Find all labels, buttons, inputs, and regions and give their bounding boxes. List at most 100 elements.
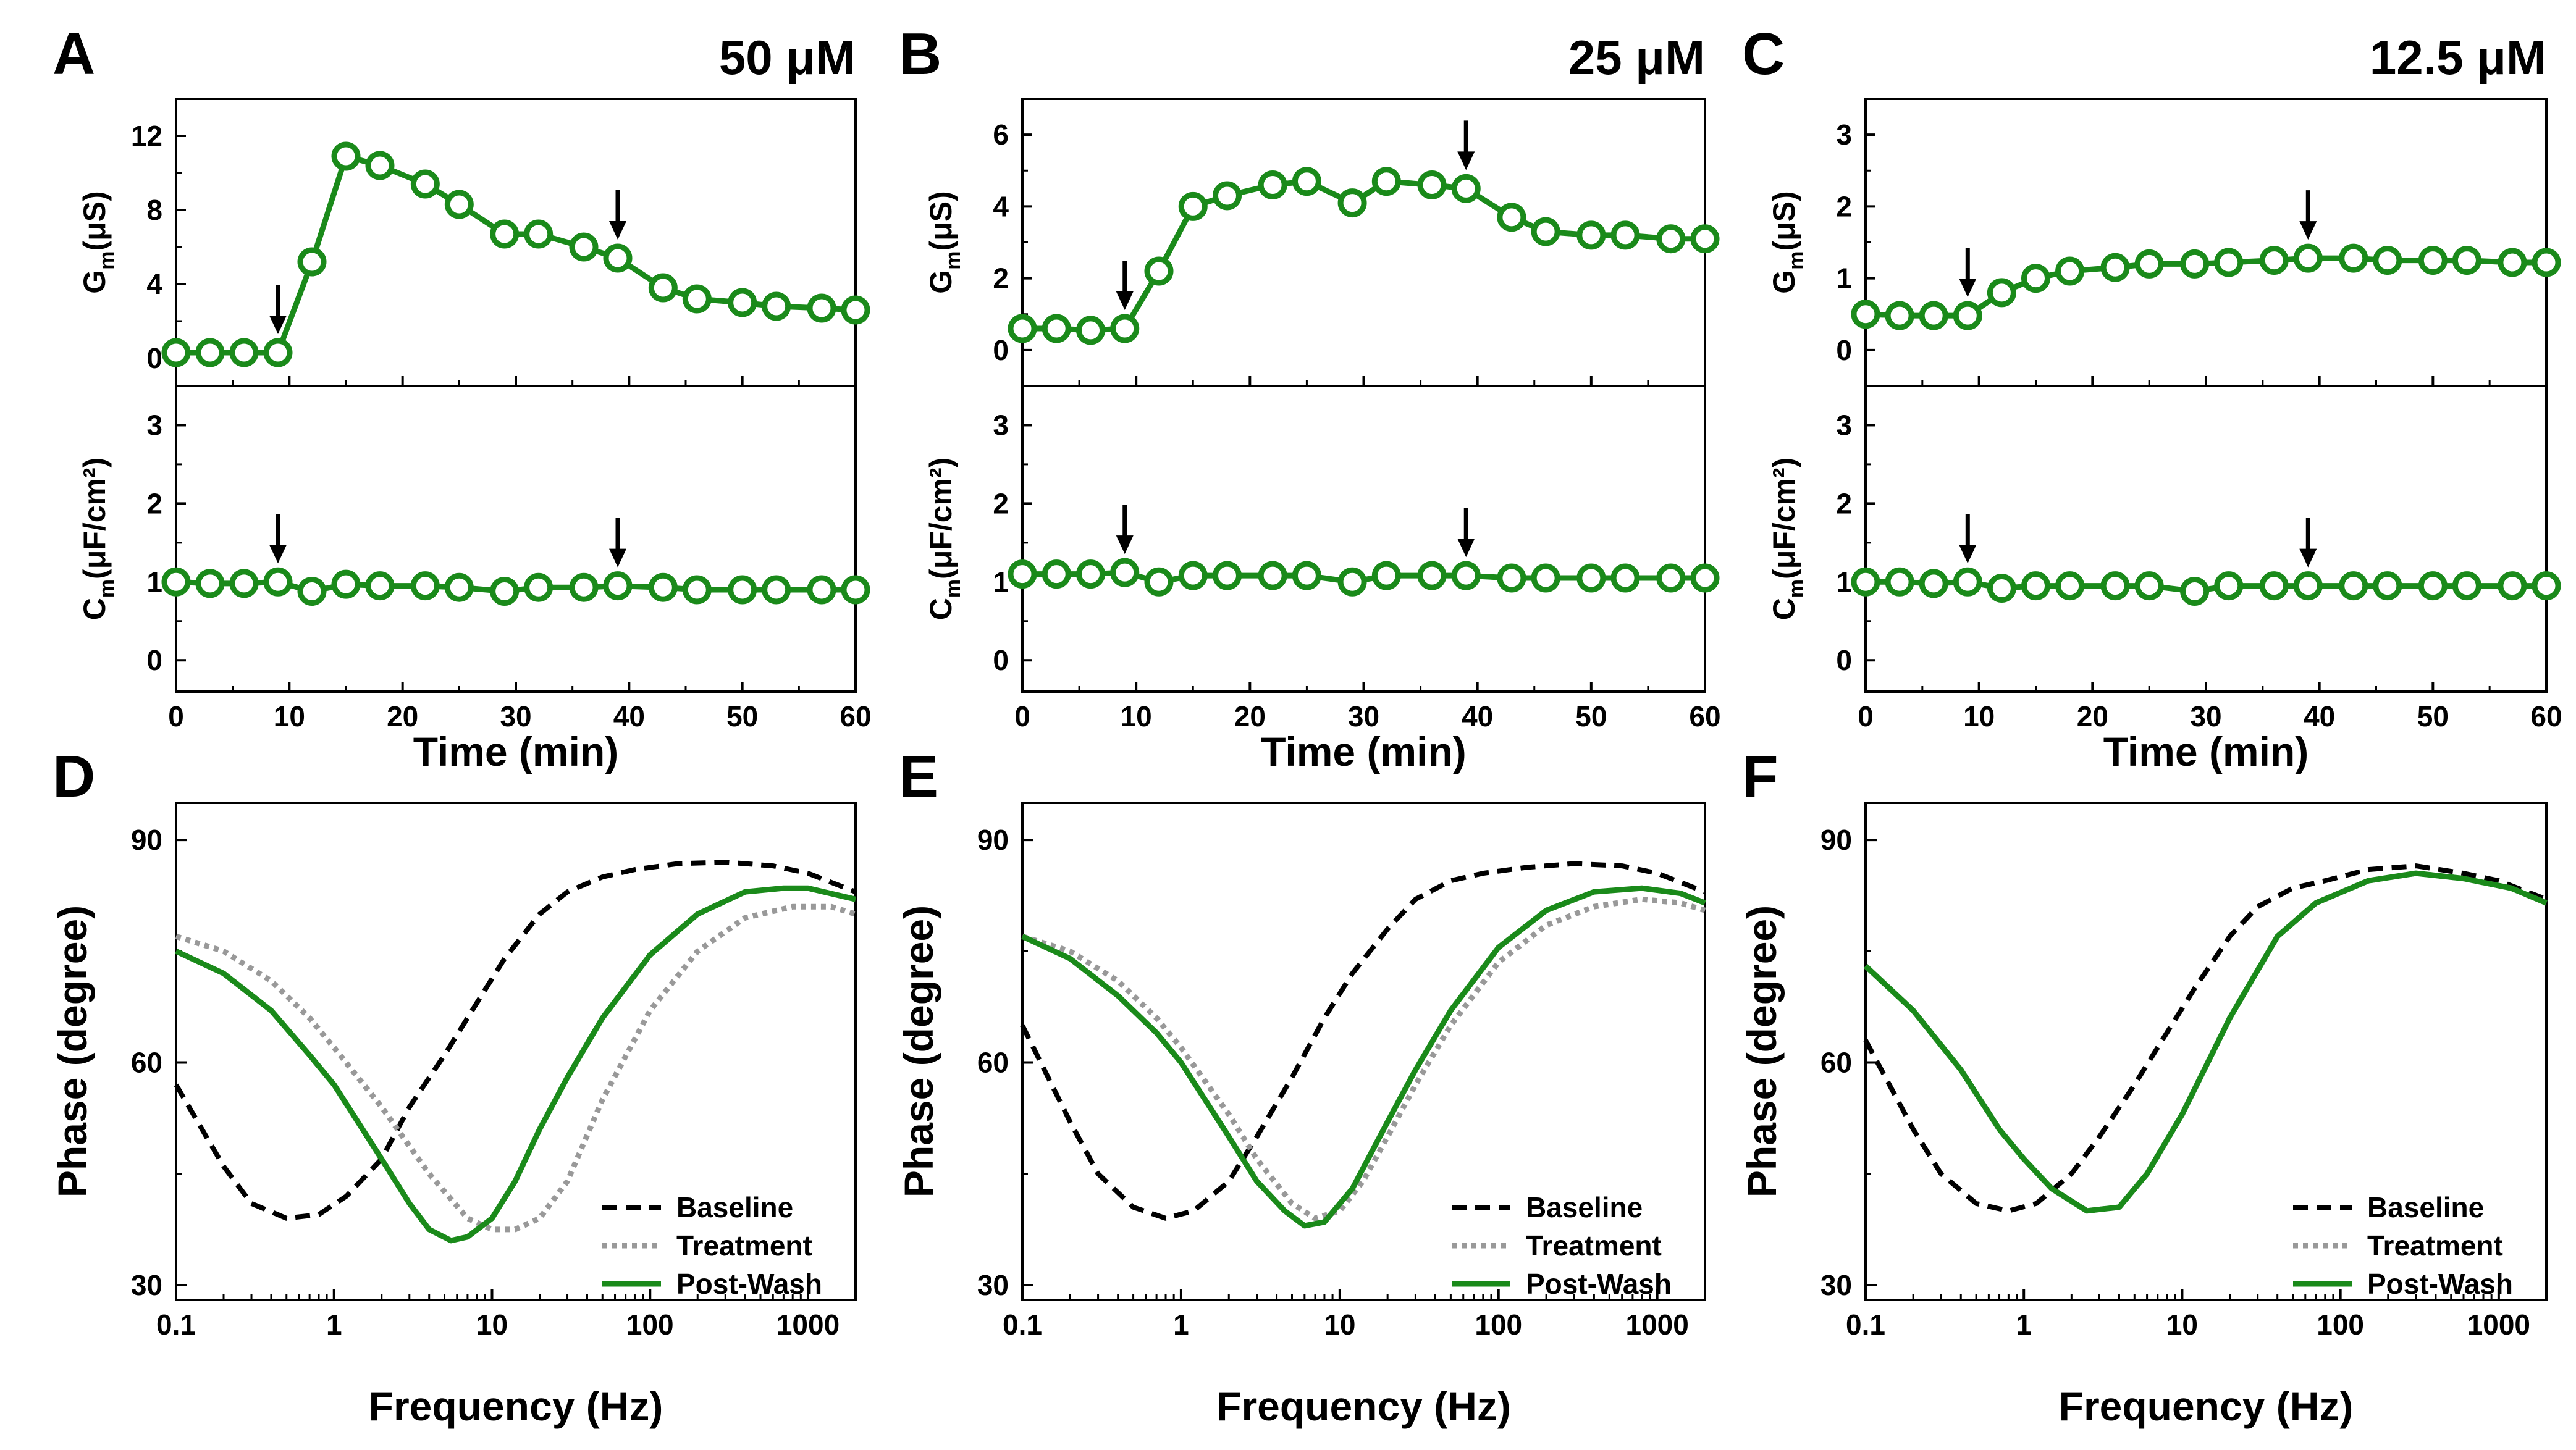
gm-data-point (569, 232, 599, 262)
cm-data-point (331, 569, 361, 599)
xtick-label: 1000 (777, 1309, 840, 1341)
cm-xtick-label: 50 (2417, 700, 2449, 732)
cm-data-point (1337, 567, 1367, 597)
x-axis-label: Time (min) (413, 729, 618, 774)
gm-data-point (524, 219, 554, 249)
series-baseline (174, 860, 857, 1221)
series-post-wash (1021, 885, 1706, 1229)
cm-data-point (1576, 563, 1606, 593)
gm-data-point (297, 247, 327, 277)
cm-data-point (2134, 571, 2164, 601)
gm-ytick-label: 4 (993, 190, 1009, 222)
x-axis-label: Frequency (Hz) (369, 1383, 663, 1429)
xtick-label: 10 (1324, 1309, 1355, 1341)
gm-data-point (444, 190, 474, 219)
cm-data-point (195, 569, 225, 598)
cm-xtick-label: 10 (1963, 700, 1995, 732)
concentration-label: 50 μM (719, 30, 856, 85)
xtick-label: 1 (2016, 1309, 2032, 1341)
panel-letter: E (899, 744, 938, 810)
cm-xtick-label: 40 (1462, 700, 1493, 732)
cm-xtick-label: 50 (1575, 700, 1607, 732)
cm-data-point (603, 571, 633, 601)
gm-data-point (1178, 191, 1208, 221)
gm-data-point (2134, 249, 2164, 279)
cm-data-point (1987, 573, 2016, 603)
cm-data-point (1076, 559, 1105, 589)
panel-letter: A (53, 21, 95, 87)
cm-ytick-label: 1 (1836, 566, 1852, 598)
cm-data-point (1885, 567, 1914, 597)
gm-ylabel: Gm(μS) (1767, 191, 1808, 293)
cm-xtick-label: 60 (840, 700, 871, 732)
cm-ytick-label: 3 (993, 409, 1009, 441)
gm-data-point (1987, 278, 2016, 308)
series-baseline (1863, 863, 2548, 1213)
gm-data-point (1258, 170, 1287, 199)
gm-data-point (1953, 301, 1982, 330)
ytick-label: 90 (131, 824, 162, 856)
gm-ylabel-unit: (μS) (77, 191, 112, 251)
plot-frame (1864, 802, 2548, 1301)
cm-ytick-label: 0 (993, 644, 1009, 676)
cm-data-point (1110, 558, 1140, 587)
gm-ylabel-unit: (μS) (924, 191, 958, 251)
cm-data-point (1451, 561, 1481, 590)
gm-arrow (1116, 261, 1134, 310)
gm-data-point (762, 291, 791, 321)
gm-data-point (1576, 220, 1606, 250)
cm-ytick-label: 0 (146, 644, 162, 676)
cm-data-point (841, 575, 870, 605)
cm-ylabel-sub: m (941, 579, 965, 598)
gm-arrow (2299, 190, 2317, 240)
cm-arrow (2299, 518, 2317, 568)
gm-data-point (2418, 246, 2448, 275)
phase-panel-e: E 0.1 1 10 100 1000 30 60 90 Frequency (Hz) Phase … (896, 744, 1706, 1429)
xtick-label: 0.1 (1003, 1309, 1042, 1341)
gm-ylabel: Gm(μS) (924, 191, 965, 293)
xtick-label: 100 (2317, 1309, 2364, 1341)
legend-label: Post-Wash (2367, 1268, 2513, 1300)
gm-data-point (807, 293, 836, 323)
plot-frame (1021, 802, 1706, 1301)
gm-data-point (365, 151, 395, 180)
gm-data-point (229, 338, 259, 367)
cm-data-point (2100, 571, 2130, 601)
cm-xtick-label: 0 (1014, 700, 1030, 732)
legend-label: Treatment (2367, 1230, 2503, 1262)
x-axis-label: Frequency (Hz) (1216, 1383, 1511, 1429)
legend: Baseline Treatment Post-Wash (1452, 1191, 1672, 1300)
xtick-label: 10 (2166, 1309, 2198, 1341)
xtick-label: 100 (1475, 1309, 1522, 1341)
arrow-head (269, 545, 287, 564)
gm-data-point (410, 169, 440, 199)
cm-ylabel-unit: (μF/cm²) (1767, 458, 1801, 579)
cm-data-point (1919, 569, 1948, 598)
ytick-label: 60 (977, 1047, 1009, 1079)
y-axis-label: Phase (degree) (896, 905, 941, 1197)
gm-data-point (1110, 314, 1140, 343)
ytick-label: 90 (1820, 824, 1852, 856)
cm-data-point (1690, 563, 1720, 593)
cm-data-point (2293, 571, 2323, 601)
cm-arrow (269, 514, 287, 564)
legend: Baseline Treatment Post-Wash (602, 1191, 822, 1300)
gm-ylabel-main: G (1767, 270, 1801, 294)
gm-ylabel-sub: m (95, 251, 119, 270)
gm-data-point (2498, 248, 2527, 277)
cm-data-point (1144, 567, 1174, 597)
cm-ylabel: Cm(μF/cm²) (77, 458, 119, 621)
gm-ylabel-main: G (77, 270, 112, 294)
gm-data-point (1919, 301, 1948, 330)
cm-xtick-label: 30 (500, 700, 531, 732)
xtick-label: 1000 (1625, 1309, 1688, 1341)
gm-data-point (682, 284, 712, 314)
x-axis-label: Time (min) (2103, 729, 2309, 774)
arrow-head (2299, 548, 2317, 568)
gm-data-point (2373, 246, 2402, 275)
gm-data-point (1042, 314, 1071, 343)
gm-data-point (1417, 170, 1447, 199)
concentration-label: 12.5 μM (2370, 30, 2546, 85)
xtick-label: 1 (326, 1309, 342, 1341)
legend-label: Baseline (676, 1191, 793, 1223)
